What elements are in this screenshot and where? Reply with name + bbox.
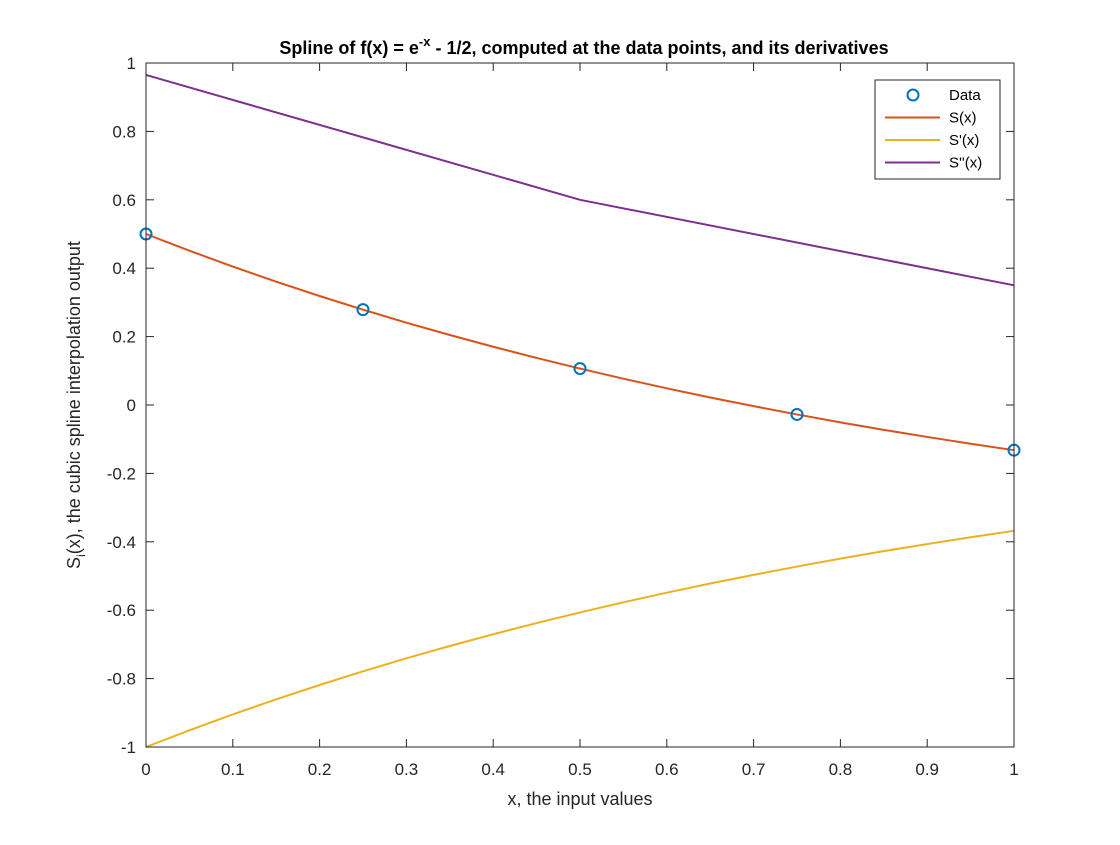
legend-label: S''(x) [949,155,982,172]
legend: Data S(x) S'(x) S''(x) [874,79,1001,180]
legend-marker [906,88,920,102]
axes-box [145,62,1015,748]
series-line [145,233,1015,452]
x-tick-label: 0.9 [915,760,939,779]
y-tick-label: 1 [127,54,136,73]
x-tick-label: 0.3 [395,760,419,779]
legend-label: S(x) [949,110,977,127]
x-tick-label: 0.8 [829,760,853,779]
y-tick-label: -0.4 [107,533,136,552]
x-tick-label: 0.7 [742,760,766,779]
data-point [573,362,587,376]
chart-title: Spline of f(x) = e-x - 1/2, computed at … [279,34,888,58]
series-line [145,529,1015,748]
plot-area [146,63,1014,747]
x-tick-label: 0 [141,760,150,779]
plot-background [146,63,1014,747]
y-tick-label: -0.2 [107,464,136,483]
y-tick-label: -0.8 [107,670,136,689]
x-axis-label: x, the input values [507,789,652,809]
legend-label: Data [949,87,981,104]
y-tick-label: 0.6 [112,191,136,210]
y-axis-label: Si(x), the cubic spline interpolation ou… [64,241,88,569]
y-tick-label: -0.6 [107,601,136,620]
y-tick-label: 0.2 [112,328,136,347]
x-tick-label: 0.5 [568,760,592,779]
axes-frame [145,62,1015,748]
data-point [356,303,370,317]
y-tick-label: 0 [127,396,136,415]
data-point [790,407,804,421]
series-line [145,74,1015,287]
y-tick-label: 0.4 [112,259,136,278]
x-tick-label: 1 [1009,760,1018,779]
x-tick-label: 0.6 [655,760,679,779]
x-tick-label: 0.4 [481,760,505,779]
x-tick-label: 0.2 [308,760,332,779]
legend-label: S'(x) [949,132,979,149]
y-tick-label: 0.8 [112,122,136,141]
series-group [139,74,1021,748]
axis-ticks: 0 0.1 0.2 0.3 0.4 0.5 0.6 0.7 0.8 0.9 1 -1 -0.8 -0.6 -… [107,54,1019,779]
x-tick-label: 0.1 [221,760,245,779]
y-tick-label: -1 [121,738,136,757]
